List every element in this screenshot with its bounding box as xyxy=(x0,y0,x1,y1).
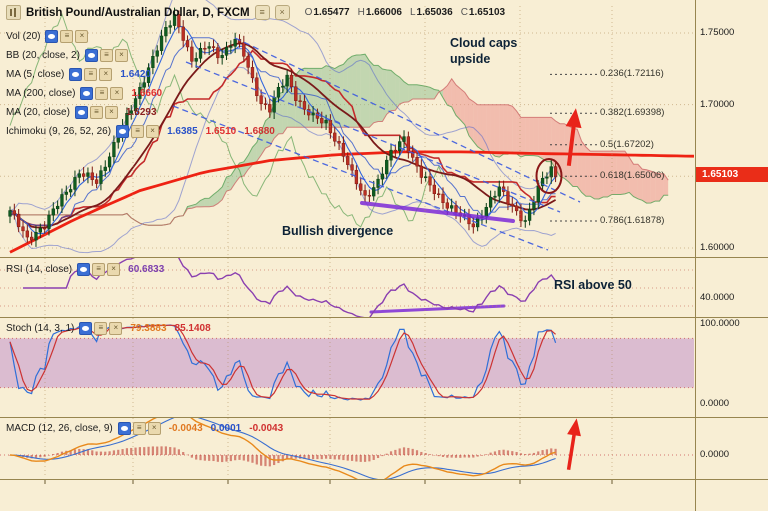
stoch-k-value: 79.3883 xyxy=(130,323,167,334)
price-tick: 1.70000 xyxy=(700,99,735,110)
menu-icon[interactable]: ≡ xyxy=(99,49,113,62)
fib-level-0236: 0.236(1.72116) xyxy=(600,68,664,80)
menu-icon[interactable]: ≡ xyxy=(92,263,106,276)
ma20-value: 1.6293 xyxy=(125,107,157,118)
menu-icon[interactable]: ≡ xyxy=(95,87,109,100)
legend-row-ichimoku: Ichimoku (9, 26, 52, 26) ≡ × 1.6385 1.651… xyxy=(6,122,275,141)
legend-label: MA (5, close) xyxy=(6,69,65,80)
legend-label: MA (20, close) xyxy=(6,107,70,118)
legend-row-volume: Vol (20) ≡ × xyxy=(6,27,275,46)
menu-icon[interactable]: ≡ xyxy=(132,422,146,435)
legend-label: Ichimoku (9, 26, 52, 26) xyxy=(6,126,112,137)
macd-legend: MACD (12, 26, close, 9) ≡ × -0.0043 0.000… xyxy=(6,419,283,438)
close-icon[interactable]: × xyxy=(104,106,118,119)
legend-label: MA (200, close) xyxy=(6,88,76,99)
annotation-rsi-above-50: RSI above 50 xyxy=(554,278,632,292)
close-icon[interactable]: × xyxy=(99,68,113,81)
visibility-eye-icon[interactable] xyxy=(74,106,88,119)
macd-axis-tick: 0.0000 xyxy=(700,449,730,460)
settings-icon[interactable]: × xyxy=(274,5,290,20)
fib-level-0618: 0.618(1.65006) xyxy=(600,170,665,182)
visibility-eye-icon[interactable] xyxy=(45,30,59,43)
visibility-eye-icon[interactable] xyxy=(117,422,131,435)
rsi-legend: RSI (14, close) ≡ × 60.6833 xyxy=(6,260,164,279)
macd-signal-value: 0.0001 xyxy=(210,423,242,434)
last-price-badge: 1.65103 xyxy=(696,167,768,182)
annotation-bullish-divergence: Bullish divergence xyxy=(282,224,394,238)
close-icon[interactable]: × xyxy=(110,87,124,100)
menu-icon[interactable]: ≡ xyxy=(60,30,74,43)
visibility-eye-icon[interactable] xyxy=(69,68,83,81)
macd-hist-value: -0.0043 xyxy=(249,423,284,434)
close-value: 1.65103 xyxy=(468,7,506,18)
price-tick: 1.60000 xyxy=(700,242,735,253)
legend-row-ma20: MA (20, close) ≡ × 1.6293 xyxy=(6,103,275,122)
legend-row-bollinger: BB (20, close, 2) ≡ × xyxy=(6,46,275,65)
visibility-eye-icon[interactable] xyxy=(77,263,91,276)
eye-icon[interactable]: ≡ xyxy=(254,5,270,20)
legend-label: BB (20, close, 2) xyxy=(6,50,80,61)
menu-icon[interactable]: ≡ xyxy=(89,106,103,119)
open-value: 1.65477 xyxy=(313,7,350,18)
rsi-axis-tick: 40.0000 xyxy=(700,292,735,303)
titlebar: British Pound/Australian Dollar, D, FXCM… xyxy=(6,5,505,20)
visibility-eye-icon[interactable] xyxy=(80,87,94,100)
chart-icon xyxy=(6,5,21,20)
fib-level-0786: 0.786(1.61878) xyxy=(600,215,665,227)
close-icon[interactable]: × xyxy=(147,422,161,435)
menu-icon[interactable]: ≡ xyxy=(84,68,98,81)
ohlc-readout: O1.65477 H1.66006 L1.65036 C1.65103 xyxy=(304,7,506,18)
visibility-eye-icon[interactable] xyxy=(116,125,130,138)
close-icon[interactable]: × xyxy=(75,30,89,43)
stoch-legend: Stoch (14, 3, 1) ≡ × 79.3883 85.1408 xyxy=(6,319,211,338)
legend-row-ma5: MA (5, close) ≡ × 1.6420 xyxy=(6,65,275,84)
low-value: 1.65036 xyxy=(416,7,453,18)
ma5-value: 1.6420 xyxy=(120,69,151,80)
time-axis[interactable]: Apr May Jun Jul Aug Sep Oct xyxy=(0,479,768,511)
ichimoku-spanb-value: 1.6880 xyxy=(244,126,275,137)
close-icon[interactable]: × xyxy=(107,263,121,276)
fib-level-0382: 0.382(1.69398) xyxy=(600,107,665,119)
menu-icon[interactable]: ≡ xyxy=(131,125,145,138)
menu-icon[interactable]: ≡ xyxy=(94,322,108,335)
rsi-value: 60.6833 xyxy=(128,264,165,275)
price-axis[interactable]: 1.75000 1.70000 1.60000 40.0000 100.0000… xyxy=(696,0,768,479)
stoch-d-value: 85.1408 xyxy=(174,323,211,334)
close-icon[interactable]: × xyxy=(114,49,128,62)
close-icon[interactable]: × xyxy=(146,125,160,138)
fib-level-05: 0.5(1.67202) xyxy=(600,138,654,150)
close-icon[interactable]: × xyxy=(109,322,123,335)
indicator-legend: Vol (20) ≡ × BB (20, close, 2) ≡ × MA (5, … xyxy=(6,27,275,141)
legend-label: MACD (12, 26, close, 9) xyxy=(6,423,113,434)
visibility-eye-icon[interactable] xyxy=(84,49,98,62)
legend-label: Stoch (14, 3, 1) xyxy=(6,323,75,334)
symbol-title: British Pound/Australian Dollar, D, FXCM xyxy=(26,6,250,19)
legend-label: RSI (14, close) xyxy=(6,264,73,275)
annotation-cloud-caps-upside: Cloud caps upside xyxy=(450,36,518,66)
ichimoku-tenkan-value: 1.6385 xyxy=(167,126,198,137)
macd-value: -0.0043 xyxy=(168,423,203,434)
stoch-axis-tick: 100.0000 xyxy=(700,318,740,329)
legend-row-ma200: MA (200, close) ≡ × 1.6660 xyxy=(6,84,275,103)
ma200-value: 1.6660 xyxy=(131,88,163,99)
price-tick: 1.75000 xyxy=(700,27,735,38)
legend-label: Vol (20) xyxy=(6,31,41,42)
visibility-eye-icon[interactable] xyxy=(79,322,93,335)
ichimoku-kijun-value: 1.6510 xyxy=(205,126,237,137)
high-value: 1.66006 xyxy=(365,7,402,18)
stoch-axis-tick: 0.0000 xyxy=(700,398,730,409)
